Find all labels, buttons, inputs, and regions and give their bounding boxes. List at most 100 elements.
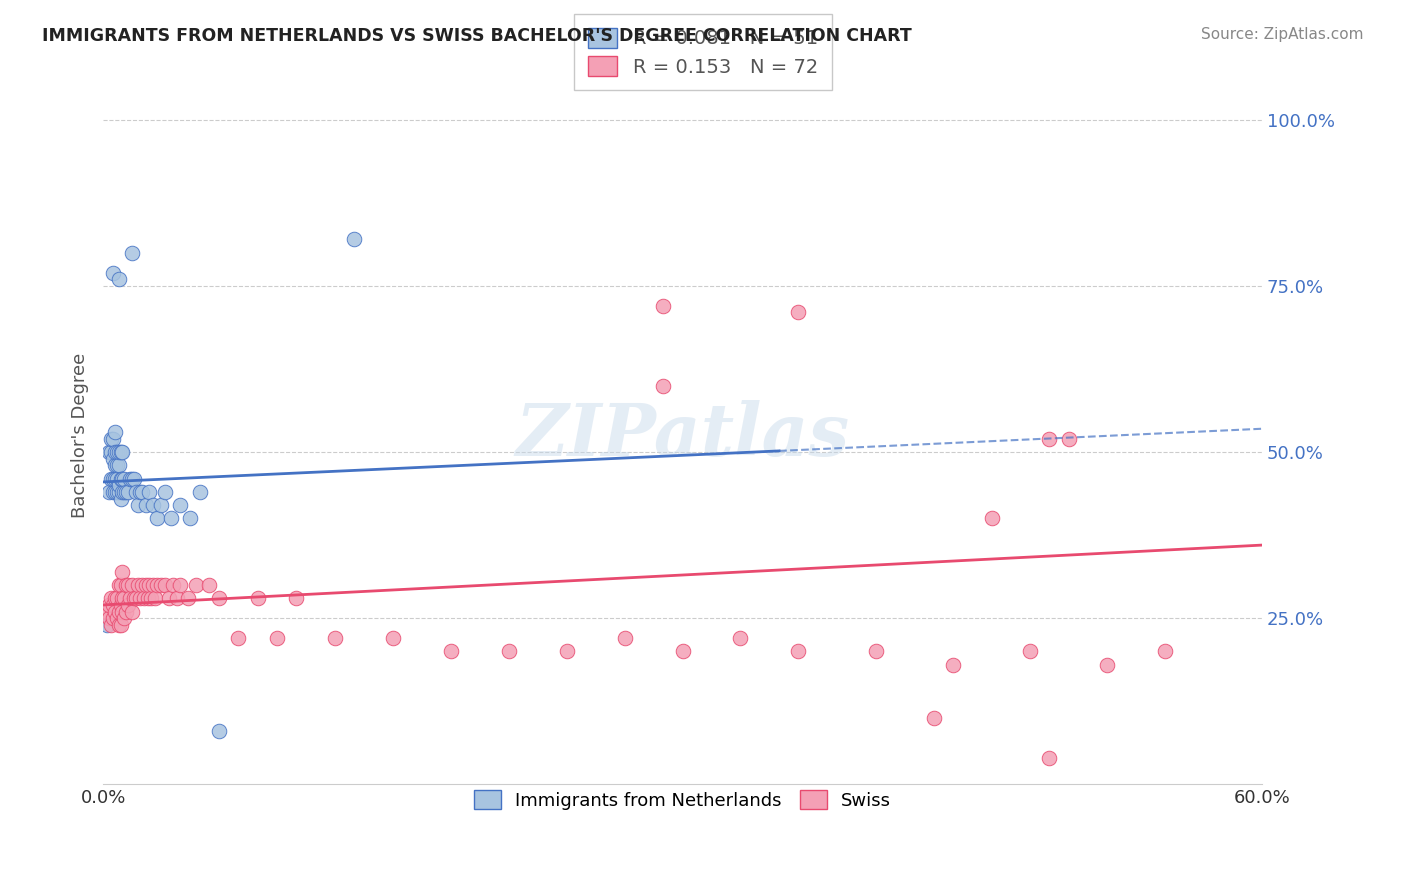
Point: [135, 578, 157, 592]
Point: [285, 591, 308, 606]
Point: [120, 591, 142, 606]
Point: [101, 472, 124, 486]
Point: [111, 472, 134, 486]
Point: [110, 445, 132, 459]
Point: [105, 458, 128, 473]
Point: [107, 478, 129, 492]
Point: [111, 565, 134, 579]
Point: [104, 458, 127, 473]
Point: [121, 605, 143, 619]
Point: [125, 591, 148, 606]
Point: [100, 432, 122, 446]
Point: [153, 484, 176, 499]
Point: [1038, 751, 1060, 765]
Text: IMMIGRANTS FROM NETHERLANDS VS SWISS BACHELOR'S DEGREE CORRELATION CHART: IMMIGRANTS FROM NETHERLANDS VS SWISS BAC…: [42, 27, 912, 45]
Point: [142, 498, 165, 512]
Point: [107, 605, 129, 619]
Point: [498, 644, 520, 658]
Point: [246, 591, 269, 606]
Point: [146, 511, 169, 525]
Point: [121, 578, 143, 592]
Point: [555, 644, 578, 658]
Point: [942, 657, 965, 672]
Point: [198, 578, 221, 592]
Point: [136, 591, 159, 606]
Point: [381, 631, 404, 645]
Point: [105, 472, 128, 486]
Point: [111, 445, 134, 459]
Point: [96, 618, 118, 632]
Point: [169, 578, 191, 592]
Point: [107, 618, 129, 632]
Point: [671, 644, 693, 658]
Legend: Immigrants from Netherlands, Swiss: Immigrants from Netherlands, Swiss: [460, 776, 905, 824]
Point: [922, 711, 945, 725]
Point: [111, 605, 134, 619]
Point: [97, 484, 120, 499]
Point: [100, 445, 122, 459]
Point: [188, 484, 211, 499]
Point: [105, 591, 128, 606]
Point: [121, 245, 143, 260]
Point: [141, 591, 163, 606]
Point: [343, 232, 366, 246]
Point: [101, 484, 124, 499]
Point: [110, 618, 132, 632]
Point: [730, 631, 752, 645]
Point: [138, 578, 160, 592]
Point: [122, 591, 145, 606]
Point: [100, 618, 122, 632]
Point: [112, 472, 135, 486]
Point: [208, 591, 231, 606]
Point: [652, 378, 675, 392]
Point: [153, 578, 176, 592]
Point: [101, 432, 124, 446]
Point: [97, 598, 120, 612]
Point: [613, 631, 636, 645]
Point: [787, 644, 810, 658]
Point: [104, 425, 127, 439]
Point: [131, 484, 153, 499]
Point: [107, 484, 129, 499]
Point: [120, 472, 142, 486]
Point: [107, 272, 129, 286]
Point: [110, 598, 132, 612]
Point: [323, 631, 346, 645]
Point: [117, 484, 139, 499]
Point: [111, 484, 134, 499]
Point: [208, 724, 231, 739]
Point: [111, 591, 134, 606]
Point: [117, 598, 139, 612]
Point: [107, 458, 129, 473]
Point: [652, 299, 675, 313]
Point: [1154, 644, 1177, 658]
Point: [132, 591, 155, 606]
Point: [107, 578, 129, 592]
Point: [150, 578, 173, 592]
Point: [787, 305, 810, 319]
Point: [166, 591, 188, 606]
Point: [112, 591, 135, 606]
Point: [101, 451, 124, 466]
Point: [104, 445, 127, 459]
Point: [101, 611, 124, 625]
Point: [101, 598, 124, 612]
Point: [100, 472, 122, 486]
Point: [125, 484, 148, 499]
Point: [97, 445, 120, 459]
Point: [104, 484, 127, 499]
Text: ZIPatlas: ZIPatlas: [516, 400, 849, 471]
Point: [146, 578, 169, 592]
Point: [121, 472, 143, 486]
Point: [104, 591, 127, 606]
Point: [96, 605, 118, 619]
Point: [127, 498, 149, 512]
Point: [112, 484, 135, 499]
Point: [128, 484, 150, 499]
Point: [162, 578, 184, 592]
Point: [865, 644, 887, 658]
Point: [184, 578, 207, 592]
Point: [115, 578, 138, 592]
Point: [110, 472, 132, 486]
Point: [169, 498, 191, 512]
